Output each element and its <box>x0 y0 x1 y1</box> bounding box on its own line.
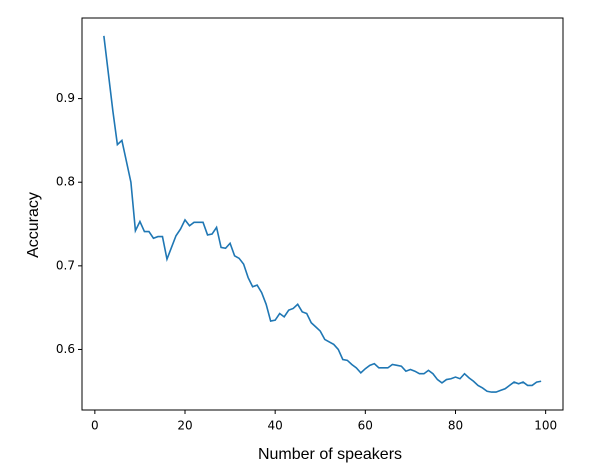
y-axis-label: Accuracy <box>25 192 42 258</box>
data-line <box>103 35 542 393</box>
y-tick-label: 0.9 <box>56 91 75 105</box>
y-tick-label: 0.7 <box>56 258 75 272</box>
x-tick-label: 40 <box>268 419 283 433</box>
x-tick-label: 0 <box>91 419 99 433</box>
x-axis-label: Number of speakers <box>258 446 402 463</box>
x-tick-label: 100 <box>534 419 557 433</box>
x-tick-label: 20 <box>177 419 192 433</box>
x-tick-label: 60 <box>358 419 373 433</box>
y-tick-label: 0.8 <box>56 175 75 189</box>
y-tick-label: 0.6 <box>56 342 75 356</box>
plot-frame <box>81 17 564 411</box>
x-tick-label: 80 <box>448 419 463 433</box>
